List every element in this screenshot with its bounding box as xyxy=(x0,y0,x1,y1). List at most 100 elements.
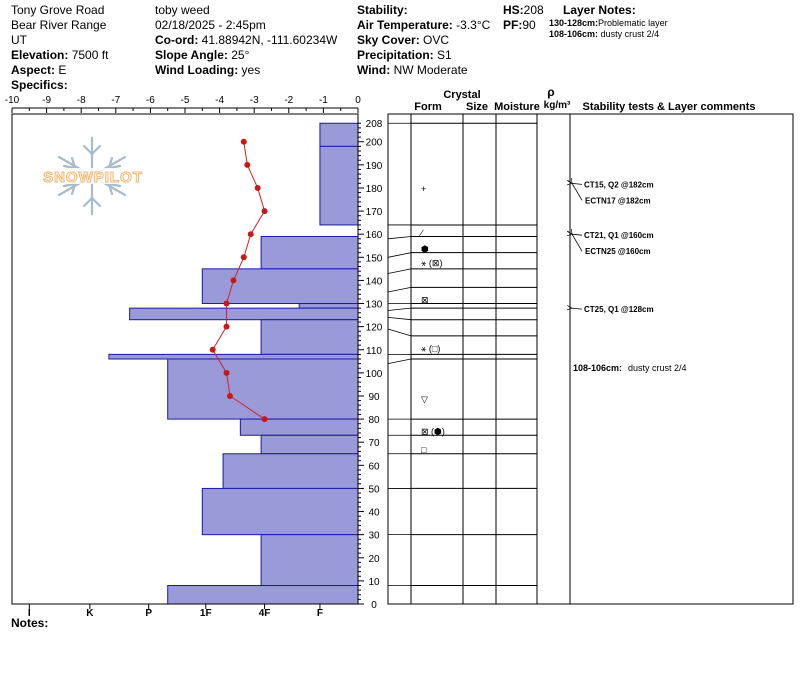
elevation: Elevation: 7500 ft xyxy=(11,48,109,62)
hardness-layer xyxy=(129,307,359,321)
temperature-tick-label: -7 xyxy=(111,95,120,106)
mountain-range: Bear River Range xyxy=(11,18,107,32)
height-tick-label: 110 xyxy=(366,346,382,357)
temperature-tick-label: -4 xyxy=(215,95,224,106)
hardness-layer xyxy=(239,418,359,436)
hardness-layer xyxy=(167,585,359,605)
temperature-point xyxy=(244,161,251,168)
height-tick-label: 20 xyxy=(368,554,380,565)
height-tick-label: 40 xyxy=(368,508,380,519)
grain-form-symbol: ▽ xyxy=(421,394,428,404)
hardness-tick-label: K xyxy=(86,608,94,619)
grain-form-symbol: ⚹ (⊠) xyxy=(421,258,442,268)
temperature-tick-label: -10 xyxy=(5,95,20,106)
air-temperature: Air Temperature: -3.3°C xyxy=(357,18,491,32)
stability-test-label: CT21, Q1 @160cm xyxy=(584,231,654,240)
hardness-tick-label: F xyxy=(317,608,323,619)
height-tick-label: 140 xyxy=(366,276,383,287)
hardness-layer xyxy=(260,534,359,587)
temperature-point xyxy=(261,208,268,215)
hardness-tick-label: I xyxy=(28,608,31,619)
stability-test-arrow xyxy=(572,308,583,309)
height-tick-label: 80 xyxy=(368,415,380,426)
height-tick-label: 130 xyxy=(366,300,383,311)
stability-test-label: CT15, Q2 @182cm xyxy=(584,180,654,189)
height-tick-label: 10 xyxy=(368,577,380,588)
aspect: Aspect: E xyxy=(11,63,67,77)
grain-form-symbol: □ xyxy=(421,445,427,455)
grain-form-symbol: + xyxy=(421,184,426,194)
height-tick-label: 150 xyxy=(366,253,383,264)
layer-connector xyxy=(387,328,412,337)
precipitation: Precipitation: S1 xyxy=(357,48,452,62)
temperature-point xyxy=(240,138,247,145)
moisture-header: Moisture xyxy=(494,101,540,113)
layer-note-1: 130-128cm:Problematic layer xyxy=(549,18,668,28)
notes-label: Notes: xyxy=(11,616,49,630)
layer-connector xyxy=(387,252,412,258)
hardness-layer xyxy=(260,319,359,355)
penetration-foot: PF:90 xyxy=(503,18,536,32)
hardness-tick-label: P xyxy=(145,608,152,619)
slope-angle: Slope Angle: 25° xyxy=(155,48,250,62)
hardness-layer xyxy=(260,236,359,270)
height-tick-label: 190 xyxy=(366,161,383,172)
grain-form-symbol: ⬢ xyxy=(421,244,429,254)
hardness-layer xyxy=(319,145,359,226)
grain-form-symbol: ⊠ xyxy=(421,295,429,305)
height-tick-label: 50 xyxy=(368,484,380,495)
observer: toby weed xyxy=(155,3,210,17)
stability-test-label: CT25, Q1 @128cm xyxy=(584,305,654,314)
layer-connector xyxy=(387,286,412,293)
wind: Wind: NW Moderate xyxy=(357,63,468,77)
height-tick-label: 208 xyxy=(366,119,383,130)
layer-connector xyxy=(387,236,412,240)
specifics: Specifics: xyxy=(11,78,68,92)
size-header: Size xyxy=(466,101,488,113)
snow-height: HS:208 xyxy=(503,3,544,17)
temperature-point xyxy=(226,392,233,399)
sky-cover: Sky Cover: OVC xyxy=(357,33,450,47)
datetime: 02/18/2025 - 2:45pm xyxy=(155,18,266,32)
height-tick-label: 70 xyxy=(368,438,380,449)
stability-test-arrow xyxy=(572,234,583,235)
temperature-point xyxy=(223,300,230,307)
temperature-point xyxy=(209,346,216,353)
comments-header: Stability tests & Layer comments xyxy=(582,101,755,113)
layer-connector xyxy=(387,316,412,321)
stability: Stability: xyxy=(357,3,408,17)
density-symbol: ρ xyxy=(547,85,554,99)
density-unit: kg/m³ xyxy=(544,100,571,111)
grain-form-symbol: ⊠ (⬢) xyxy=(421,427,445,437)
temperature-point xyxy=(230,277,237,284)
hardness-tick-label: 4F xyxy=(259,608,271,619)
temperature-tick-label: -1 xyxy=(319,95,328,106)
temperature-profile xyxy=(209,138,268,423)
temperature-tick-label: -3 xyxy=(250,95,259,106)
hardness-layer xyxy=(298,303,359,309)
layer-connector xyxy=(387,268,412,274)
stability-test-arrow xyxy=(572,183,583,184)
stability-test-label: ECTN25 @160cm xyxy=(585,247,651,256)
stability-test-arrow xyxy=(572,234,583,252)
height-tick-label: 160 xyxy=(366,230,383,241)
grain-form-symbol: ⚹ (□) xyxy=(421,343,440,353)
location: Tony Grove Road xyxy=(11,3,105,17)
height-tick-label: 0 xyxy=(371,600,377,611)
layer-notes-title: Layer Notes: xyxy=(563,3,636,17)
temperature-point xyxy=(223,369,230,376)
layer-comment-range: 108-106cm: xyxy=(573,363,622,373)
hardness-layer xyxy=(319,122,359,147)
height-tick-label: 60 xyxy=(368,461,380,472)
hardness-profile xyxy=(108,122,359,605)
height-tick-label: 90 xyxy=(368,392,380,403)
logo-text: SNOWPILOT xyxy=(43,169,143,186)
hardness-layer xyxy=(201,268,359,305)
wind-loading: Wind Loading: yes xyxy=(155,63,261,77)
snowpilot-logo: SNOWPILOT xyxy=(34,136,152,216)
temperature-point xyxy=(261,416,268,423)
state: UT xyxy=(11,33,27,47)
layer-note-2: 108-106cm: dusty crust 2/4 xyxy=(549,29,660,39)
temperature-point xyxy=(223,323,230,330)
